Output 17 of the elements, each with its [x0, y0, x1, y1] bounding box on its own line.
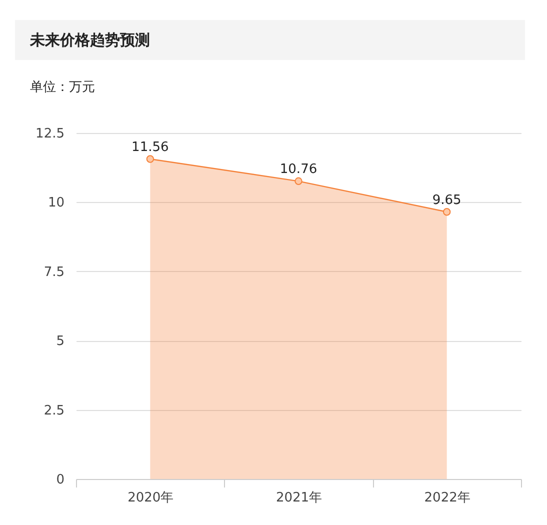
- y-tick-label: 5: [56, 334, 64, 350]
- y-tick-label: 12.5: [36, 126, 64, 142]
- data-label: 9.65: [432, 192, 462, 208]
- y-tick-label: 2.5: [44, 403, 64, 418]
- y-tick-label: 0: [56, 472, 64, 488]
- data-label: 11.56: [132, 140, 169, 156]
- point: [294, 177, 302, 186]
- data-label: 10.76: [280, 162, 318, 178]
- y-tick-label: 7.5: [44, 264, 64, 280]
- y-axis-title: 单位：万元: [30, 79, 95, 96]
- point: [146, 155, 154, 163]
- y-tick-label: 10: [48, 196, 64, 211]
- point: [442, 208, 451, 216]
- x-tick-label: 2022年: [424, 490, 470, 506]
- chart-title: 未来价格趋势预测: [15, 20, 525, 60]
- x-tick-label: 2020年: [128, 490, 174, 506]
- x-tick-label: 2021年: [276, 490, 322, 506]
